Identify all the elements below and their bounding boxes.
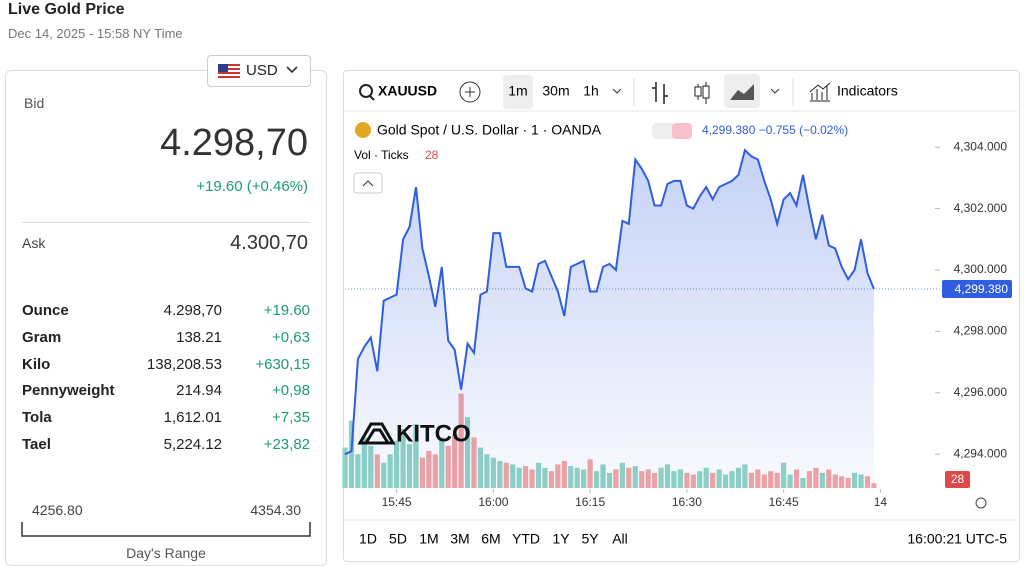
change: +19.60 (+0.46%) bbox=[196, 178, 308, 195]
y-tick-label: 4,302.000 bbox=[954, 201, 1008, 215]
volume-label: Vol · Ticks bbox=[354, 148, 409, 162]
interval[interactable]: 1m bbox=[508, 83, 527, 99]
area-active[interactable] bbox=[724, 74, 760, 108]
logo: KITCO bbox=[357, 420, 471, 447]
unit-change: +630,15 bbox=[255, 355, 310, 373]
range-button[interactable]: 3M bbox=[450, 531, 469, 547]
unit-change: +19.60 bbox=[263, 302, 310, 319]
unit-price: 138.21 bbox=[176, 328, 222, 346]
unit-row: Tael 5,224.12 +23,82 bbox=[22, 436, 312, 462]
unit-name: Kilo bbox=[22, 355, 51, 373]
x-tick-label: 16:00 bbox=[478, 495, 508, 509]
y-tick-label: 4,298.000 bbox=[954, 324, 1008, 338]
unit-name: Gram bbox=[22, 328, 62, 346]
interval[interactable]: 30m bbox=[542, 83, 569, 99]
x-tick-label: 16:30 bbox=[672, 495, 702, 509]
y-tick-label: 4,294.000 bbox=[954, 446, 1008, 460]
bid: 4.298,70 bbox=[160, 122, 308, 164]
unit-price: 138,208.53 bbox=[146, 355, 222, 373]
range-button[interactable]: 1D bbox=[359, 531, 377, 547]
range-label: Day's Range bbox=[126, 545, 206, 561]
unit-name: Ounce bbox=[22, 302, 69, 319]
last-price-tag bbox=[942, 280, 1012, 299]
chart-panel bbox=[343, 70, 1020, 562]
range-button[interactable]: 6M bbox=[481, 531, 500, 547]
y-tick-label: 4,304.000 bbox=[954, 139, 1008, 153]
range-low: 4256.80 bbox=[32, 502, 83, 518]
title: Live Gold Price bbox=[8, 1, 125, 18]
x-tick-label: 14 bbox=[874, 495, 888, 509]
unit-change: +0,63 bbox=[272, 328, 310, 346]
currency-select[interactable]: USD bbox=[207, 55, 311, 87]
last-volume-tag bbox=[945, 471, 970, 488]
quote: 4,299.380 −0.755 (−0.02%) bbox=[702, 123, 848, 137]
price-line bbox=[344, 148, 875, 456]
candle-icon[interactable] bbox=[702, 85, 710, 99]
range-button[interactable]: 1Y bbox=[552, 531, 570, 547]
symbol[interactable]: XAUUSD bbox=[378, 83, 437, 99]
range-button[interactable]: 5D bbox=[389, 531, 407, 547]
divider bbox=[22, 222, 310, 223]
ask-label: Ask bbox=[22, 235, 46, 251]
volume-bar bbox=[871, 483, 877, 488]
x-tick-label: 16:15 bbox=[575, 495, 605, 509]
collapse-button[interactable] bbox=[353, 172, 383, 194]
indicators-icon[interactable] bbox=[809, 82, 831, 102]
unit-price: 5,224.12 bbox=[163, 436, 222, 453]
unit-change: +7,35 bbox=[272, 409, 310, 427]
unit-row: Tola 1,612.01 +7,35 bbox=[22, 409, 312, 435]
x-tick-label: 16:45 bbox=[769, 495, 799, 509]
price-area bbox=[345, 150, 874, 488]
active-interval bbox=[503, 75, 533, 109]
toolbar: XAUUSD 1m 30m 1h Indicators bbox=[344, 74, 1017, 112]
unit-name: Pennyweight bbox=[22, 382, 115, 400]
range-high: 4354.30 bbox=[250, 502, 301, 518]
volume-value: 28 bbox=[425, 148, 439, 162]
y-tick-label: 4,300.000 bbox=[954, 262, 1008, 276]
currency: USD bbox=[246, 62, 278, 79]
range-button[interactable]: 1M bbox=[419, 531, 438, 547]
unit-change: +23,82 bbox=[263, 436, 310, 453]
unit-row: Kilo 138,208.53 +630,15 bbox=[22, 356, 312, 382]
search-icon[interactable] bbox=[359, 84, 373, 98]
unit-price: 4.298,70 bbox=[163, 302, 222, 319]
last-price-label: 4,299.380 bbox=[955, 282, 1009, 296]
unit-name: Tael bbox=[22, 436, 51, 453]
gold-icon bbox=[355, 122, 371, 138]
last-volume-label: 28 bbox=[951, 472, 965, 486]
range-bar bbox=[21, 522, 311, 537]
interval[interactable]: 1h bbox=[583, 83, 599, 99]
unit-row: Pennyweight 214.94 +0,98 bbox=[22, 382, 312, 408]
timestamp: Dec 14, 2025 - 15:58 NY Time bbox=[8, 26, 183, 41]
range-button[interactable]: YTD bbox=[512, 531, 540, 547]
x-tick-label: 15:45 bbox=[382, 495, 412, 509]
range-button[interactable]: 5Y bbox=[581, 531, 599, 547]
y-tick-label: 4,296.000 bbox=[954, 385, 1008, 399]
logo-text: KITCO bbox=[396, 420, 471, 447]
unit-change: +0,98 bbox=[272, 382, 310, 400]
chevron bbox=[286, 66, 298, 74]
unit-price: 1,612.01 bbox=[163, 409, 222, 427]
unit-row: Ounce 4.298,70 +19.60 bbox=[22, 302, 312, 328]
ask: 4.300,70 bbox=[230, 232, 308, 254]
flag bbox=[218, 64, 240, 78]
bid-label: Bid bbox=[24, 95, 45, 111]
bar-icon[interactable] bbox=[652, 82, 668, 104]
unit-row: Gram 138.21 +0,63 bbox=[22, 329, 312, 355]
clock: 16:00:21 UTC-5 bbox=[907, 531, 1007, 547]
indicators[interactable]: Indicators bbox=[837, 83, 898, 99]
range-button[interactable]: All bbox=[612, 531, 628, 547]
unit-name: Tola bbox=[22, 409, 52, 427]
settings[interactable] bbox=[975, 497, 987, 509]
add-symbol[interactable] bbox=[459, 81, 481, 103]
unit-price: 214.94 bbox=[176, 382, 222, 400]
instrument: Gold Spot / U.S. Dollar · 1 · OANDA bbox=[377, 122, 602, 138]
